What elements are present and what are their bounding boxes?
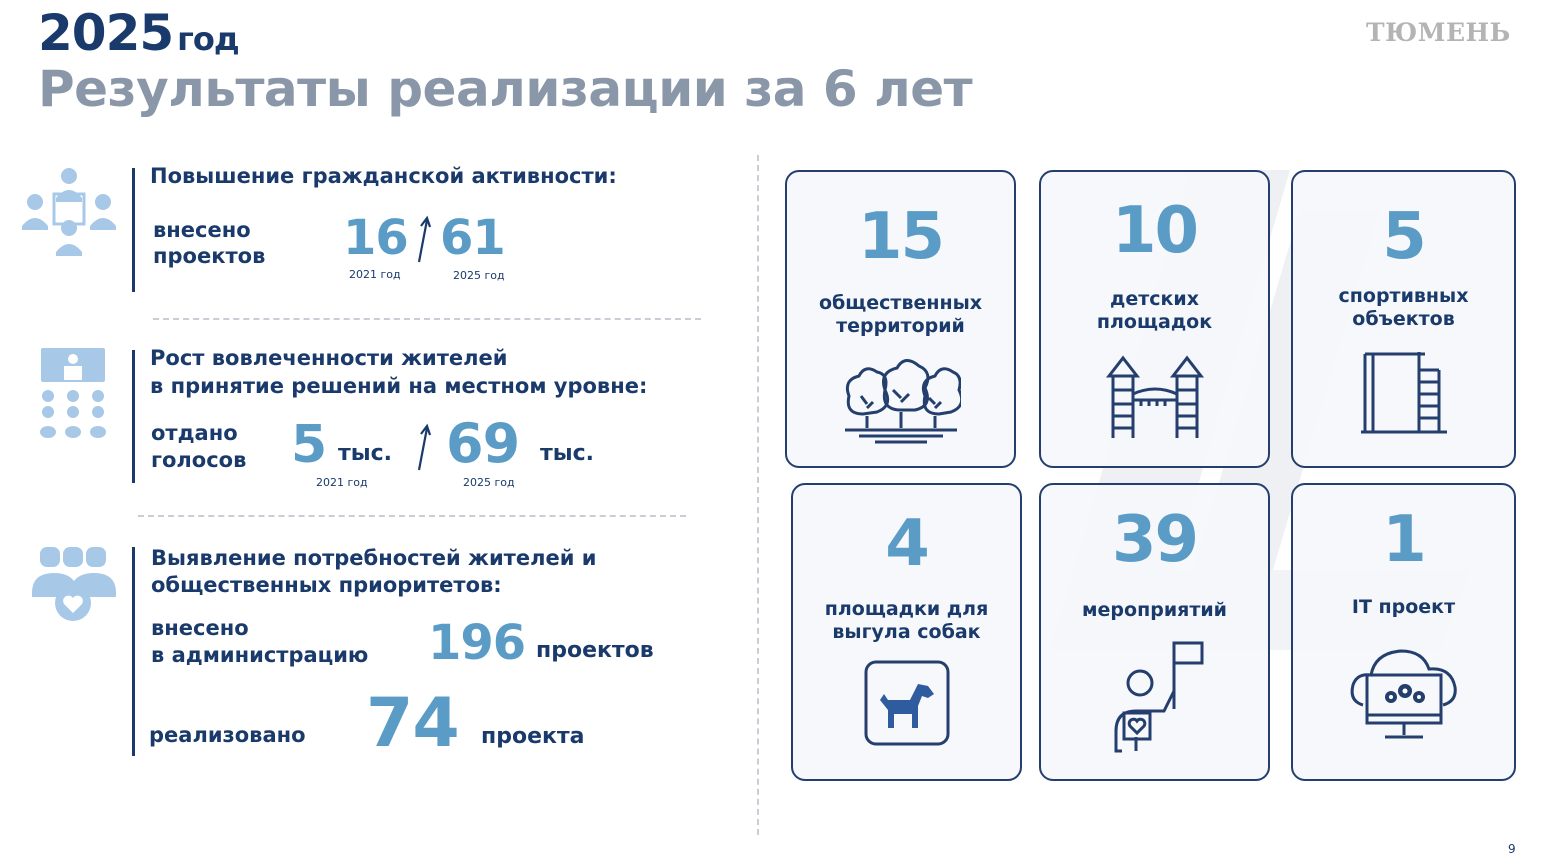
section3-label-a-line1: внесено [151,616,249,640]
card-value: 10 [1111,194,1199,268]
section1-value-2025: 61 [440,210,506,266]
card-label-line1: общественных [818,292,983,314]
section2-heading-line1: Рост вовлеченности жителей [150,346,508,370]
stat-card-playgrounds: 10 детских площадок [1039,170,1270,468]
card-label-line1: спортивных [1338,285,1469,307]
section1-value-2021: 16 [343,210,409,266]
stat-card-events: 39 мероприятий [1039,483,1270,781]
page-title: Результаты реализации за 6 лет [38,60,973,118]
playground-icon [1105,355,1204,438]
stat-card-territories: 15 общественных территорий [785,170,1016,468]
card-label-line2: выгула собак [832,621,981,643]
section1-caption-2021: 2021 год [349,268,401,281]
card-value: 5 [1382,200,1427,274]
section3-value-a: 196 [428,615,526,671]
community-heart-icon [32,547,116,621]
section3-label-a-line2: в администрацию [151,643,369,667]
volunteer-flag-icon [1114,641,1203,753]
section2-unit-2021: тыс. [338,441,393,466]
cloud-computer-icon [1350,649,1457,739]
card-label-line1: IT проект [1351,596,1456,618]
card-label-line1: детских [1110,288,1199,310]
stat-card-sports: 5 спортивных объектов [1291,170,1516,468]
people-meeting-icon [22,168,116,256]
stat-card-dog-areas: 4 площадки для выгула собак [791,483,1022,781]
card-label-line1: площадки для [824,598,989,620]
section-separator [138,515,686,517]
section3-unit-b: проекта [481,724,585,749]
sports-bars-icon [1360,352,1447,434]
section3-value-b: 74 [366,684,460,763]
arrow-up-icon [417,215,432,263]
section1-caption-2025: 2025 год [453,269,505,282]
section2-value-2021: 5 [291,415,327,475]
dog-icon [864,660,949,746]
section3-divider [132,547,135,756]
year-value: 2025 [38,4,174,62]
card-value: 1 [1382,503,1427,577]
section3-label-b: реализовано [149,723,306,747]
section3-unit-a: проектов [536,638,654,663]
card-label-line2: объектов [1352,308,1455,330]
trees-icon [844,359,961,444]
card-value: 4 [885,507,930,581]
section-separator [153,318,701,320]
card-label-line2: территорий [836,315,965,337]
section2-unit-2025: тыс. [540,441,595,466]
card-value: 15 [857,200,945,274]
card-label-line2: площадок [1096,311,1213,333]
arrow-up-icon [417,423,432,471]
section2-value-2025: 69 [446,412,520,475]
card-label-line1: мероприятий [1082,599,1227,621]
section1-heading: Повышение гражданской активности: [150,164,617,188]
stat-card-it: 1 IT проект [1291,483,1516,781]
column-divider [757,155,759,835]
section3-heading-line2: общественных приоритетов: [151,573,502,597]
page-year: 2025 год [38,4,240,62]
audience-presentation-icon [40,348,106,438]
section2-caption-2025: 2025 год [463,476,515,489]
year-suffix: год [177,20,240,58]
section1-divider [132,168,135,292]
section2-divider [132,350,135,483]
section2-label-line2: голосов [151,448,247,472]
page-number: 9 [1508,842,1516,856]
section2-heading-line2: в принятие решений на местном уровне: [150,374,648,398]
brand-logo-text: ТЮМЕНЬ [1366,18,1511,47]
card-value: 39 [1111,503,1199,577]
section1-label-line2: проектов [153,244,266,268]
section2-caption-2021: 2021 год [316,476,368,489]
section2-label-line1: отдано [151,421,238,445]
section1-label-line1: внесено [153,218,251,242]
section3-heading-line1: Выявление потребностей жителей и [151,546,597,570]
